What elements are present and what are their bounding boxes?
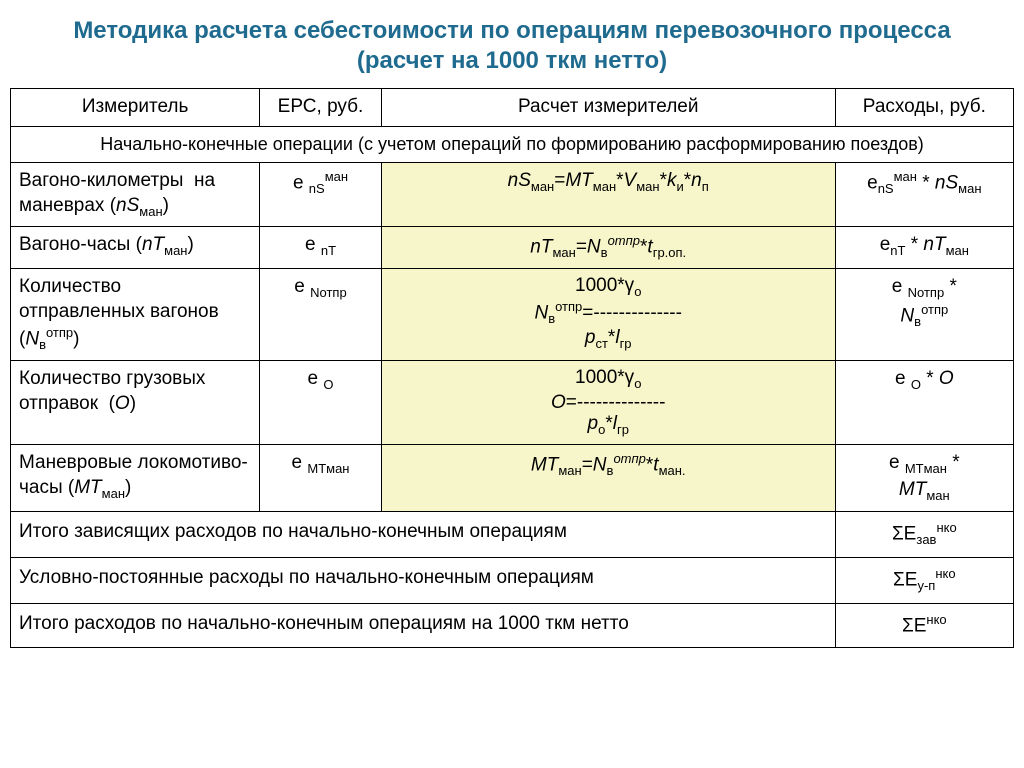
page-title: Методика расчета себестоимости по операц… [30, 16, 994, 76]
table-row: Количество отправленных вагонов (Nвотпр)… [11, 269, 1014, 360]
expenses-cell: enT * nTман [835, 227, 1013, 269]
section-header-row: Начально-конечные операции (с учетом опе… [11, 126, 1014, 162]
measure-cell: Количество отправленных вагонов (Nвотпр) [11, 269, 260, 360]
calc-cell: nTман=Nвотпр*tгр.оп. [381, 227, 835, 269]
measure-cell: Вагоно-километры на маневрах (nSман) [11, 163, 260, 227]
calc-cell: 1000*γоNвотпр=--------------pст*lгр [381, 269, 835, 360]
col-calc: Расчет измерителей [381, 89, 835, 127]
summary-row: Итого зависящих расходов по начально-кон… [11, 511, 1014, 557]
erc-cell: e Nотпр [260, 269, 382, 360]
col-erc: ЕРС, руб. [260, 89, 382, 127]
erc-cell: e nSман [260, 163, 382, 227]
measure-cell: Вагоно-часы (nTман) [11, 227, 260, 269]
expenses-cell: enSман * nSман [835, 163, 1013, 227]
summary-row: Итого расходов по начально-конечным опер… [11, 603, 1014, 647]
summary-label: Условно-постоянные расходы по начально-к… [11, 557, 836, 603]
expenses-cell: e MTман *MTман [835, 445, 1013, 511]
section-header: Начально-конечные операции (с учетом опе… [11, 126, 1014, 162]
measure-cell: Количество грузовых отправок (O) [11, 360, 260, 444]
table-header-row: Измеритель ЕРС, руб. Расчет измерителей … [11, 89, 1014, 127]
expenses-cell: e O * O [835, 360, 1013, 444]
summary-value: ΣEзавнко [835, 511, 1013, 557]
erc-cell: e O [260, 360, 382, 444]
table-row: Вагоно-часы (nTман) e nT nTман=Nвотпр*tг… [11, 227, 1014, 269]
expenses-cell: e Nотпр *Nвотпр [835, 269, 1013, 360]
table-row: Количество грузовых отправок (O) e O 100… [11, 360, 1014, 444]
calc-cell: 1000*γоO=--------------pо*lгр [381, 360, 835, 444]
calc-cell: MTман=Nвотпр*tман. [381, 445, 835, 511]
erc-cell: e nT [260, 227, 382, 269]
col-expenses: Расходы, руб. [835, 89, 1013, 127]
cost-table: Измеритель ЕРС, руб. Расчет измерителей … [10, 88, 1014, 648]
calc-cell: nSман=MTман*Vман*kи*nп [381, 163, 835, 227]
table-row: Вагоно-километры на маневрах (nSман) e n… [11, 163, 1014, 227]
summary-row: Условно-постоянные расходы по начально-к… [11, 557, 1014, 603]
col-measure: Измеритель [11, 89, 260, 127]
erc-cell: e MTман [260, 445, 382, 511]
summary-value: ΣEу-пнко [835, 557, 1013, 603]
summary-value: ΣEнко [835, 603, 1013, 647]
measure-cell: Маневровые локомотиво-часы (MTман) [11, 445, 260, 511]
table-row: Маневровые локомотиво-часы (MTман) e MTм… [11, 445, 1014, 511]
summary-label: Итого зависящих расходов по начально-кон… [11, 511, 836, 557]
summary-label: Итого расходов по начально-конечным опер… [11, 603, 836, 647]
